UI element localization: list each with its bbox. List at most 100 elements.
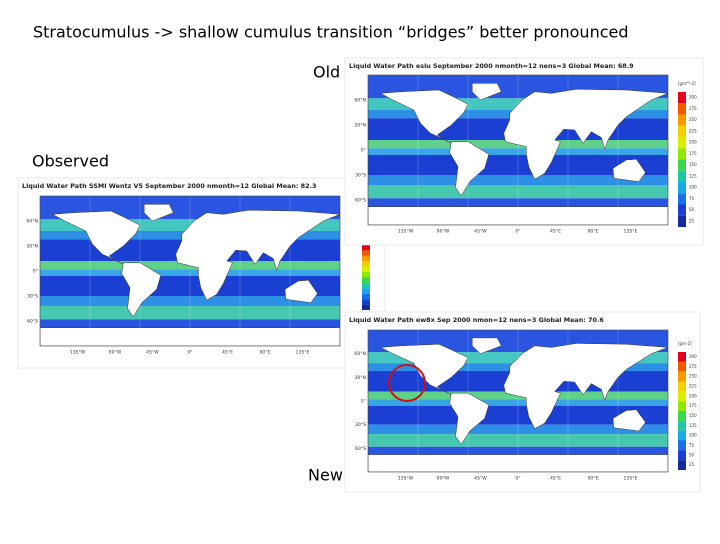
lon-label: 135°E	[624, 229, 638, 235]
colorbar-cell	[678, 361, 686, 372]
lat-label: 30°S	[355, 173, 366, 179]
continent	[449, 141, 490, 197]
colorbar-cell	[362, 288, 370, 294]
lat-label: 60°N	[354, 98, 366, 104]
colorbar-cell	[678, 215, 686, 227]
colorbar-label: 25	[689, 462, 695, 467]
colorbar-cell	[362, 266, 370, 273]
colorbar-cell	[362, 255, 370, 262]
lat-label: 30°N	[354, 375, 366, 381]
map-border	[367, 329, 669, 473]
map-title: Liquid Water Path SSMI Wentz V5 Septembe…	[22, 182, 316, 190]
continent	[368, 454, 668, 472]
panel-label: Observed	[32, 152, 109, 171]
ocean-band	[368, 155, 668, 175]
colorbar-label: 275	[689, 106, 697, 111]
colorbar-label: 200	[689, 393, 697, 398]
colorbar-cell	[678, 381, 686, 392]
map-border	[367, 74, 669, 226]
lat-label: 30°S	[355, 422, 366, 428]
colorbar-cell	[678, 182, 686, 194]
lat-label: 60°N	[354, 351, 366, 357]
lon-label: 45°W	[474, 229, 487, 235]
colorbar-cell	[362, 261, 370, 267]
ocean-band	[40, 306, 340, 320]
lat-label: 0°	[33, 269, 38, 275]
colorbar-cell	[678, 159, 686, 171]
map-title: Liquid Water Path ew8x Sep 2000 nmon=12 …	[349, 316, 604, 324]
map-title: Liquid Water Path esiu September 2000 nm…	[349, 62, 634, 70]
continent	[471, 83, 502, 101]
colorbar-label: 100	[689, 433, 697, 438]
lon-label: 45°E	[550, 229, 561, 235]
colorbar-units: [gm-2]	[678, 341, 692, 346]
colorbar-cell	[362, 277, 370, 283]
lon-label: 135°W	[398, 229, 414, 235]
lon-label: 135°W	[398, 476, 414, 482]
ocean-band	[368, 424, 668, 435]
lat-label: 60°S	[355, 198, 366, 204]
lat-label: 60°N	[26, 219, 38, 225]
continent	[503, 88, 668, 180]
ocean-band	[40, 276, 340, 296]
ocean-band	[368, 175, 668, 185]
continent	[449, 392, 490, 445]
colorbar-label: 75	[689, 442, 695, 447]
continent	[612, 409, 646, 432]
colorbar-label: 175	[689, 151, 697, 156]
colorbar-cell	[362, 304, 370, 310]
colorbar-cell	[678, 352, 686, 362]
colorbar-cell	[362, 245, 370, 251]
lon-label: 135°E	[296, 350, 310, 356]
ocean-band	[368, 434, 668, 447]
continent	[284, 279, 318, 303]
highlight-circle	[388, 364, 426, 402]
lat-label: 30°N	[354, 123, 366, 129]
colorbar-label: 250	[689, 117, 697, 122]
continent	[612, 158, 646, 182]
continent	[503, 343, 668, 429]
lon-label: 0°	[515, 476, 520, 482]
colorbar-label: 50	[689, 452, 695, 457]
ocean-band	[368, 399, 668, 406]
lon-label: 90°W	[109, 350, 122, 356]
ocean-band	[368, 405, 668, 425]
colorbar-cell	[678, 114, 686, 126]
colorbar-label: 200	[689, 140, 697, 145]
continent	[379, 89, 469, 144]
map	[368, 330, 668, 472]
colorbar-cell	[678, 411, 686, 421]
lon-label: 135°E	[624, 476, 638, 482]
ocean-band	[40, 269, 340, 276]
colorbar-cell	[678, 391, 686, 402]
panels: Liquid Water Path SSMI Wentz V5 Septembe…	[17, 57, 704, 493]
colorbar-cell	[678, 420, 686, 431]
colorbar-cell	[678, 440, 686, 451]
colorbar-cell	[362, 250, 370, 256]
colorbar-cell	[678, 103, 686, 115]
colorbar-cell	[678, 170, 686, 182]
continent	[121, 262, 162, 318]
map-panel: Liquid Water Path esiu September 2000 nm…	[344, 57, 704, 246]
colorbar-label: 300	[689, 354, 697, 359]
continent	[143, 204, 174, 222]
lat-label: 30°S	[27, 294, 38, 300]
continent	[368, 206, 668, 225]
lon-label: 45°E	[222, 350, 233, 356]
colorbar-cell	[678, 460, 686, 470]
colorbar-cell	[678, 92, 686, 104]
colorbar-label: 75	[689, 196, 695, 201]
colorbar-label: 25	[689, 218, 695, 223]
lon-label: 45°E	[550, 476, 561, 482]
panel-label: Old	[313, 63, 340, 82]
map	[40, 196, 340, 346]
colorbar-label: 150	[689, 162, 697, 167]
continent	[471, 337, 502, 354]
colorbar-label: 125	[689, 423, 697, 428]
colorbar-label: 300	[689, 95, 697, 100]
continent	[40, 327, 340, 346]
lon-label: 90°E	[587, 476, 598, 482]
colorbar-units: [gm**-2]	[678, 81, 696, 86]
lon-label: 0°	[187, 350, 192, 356]
